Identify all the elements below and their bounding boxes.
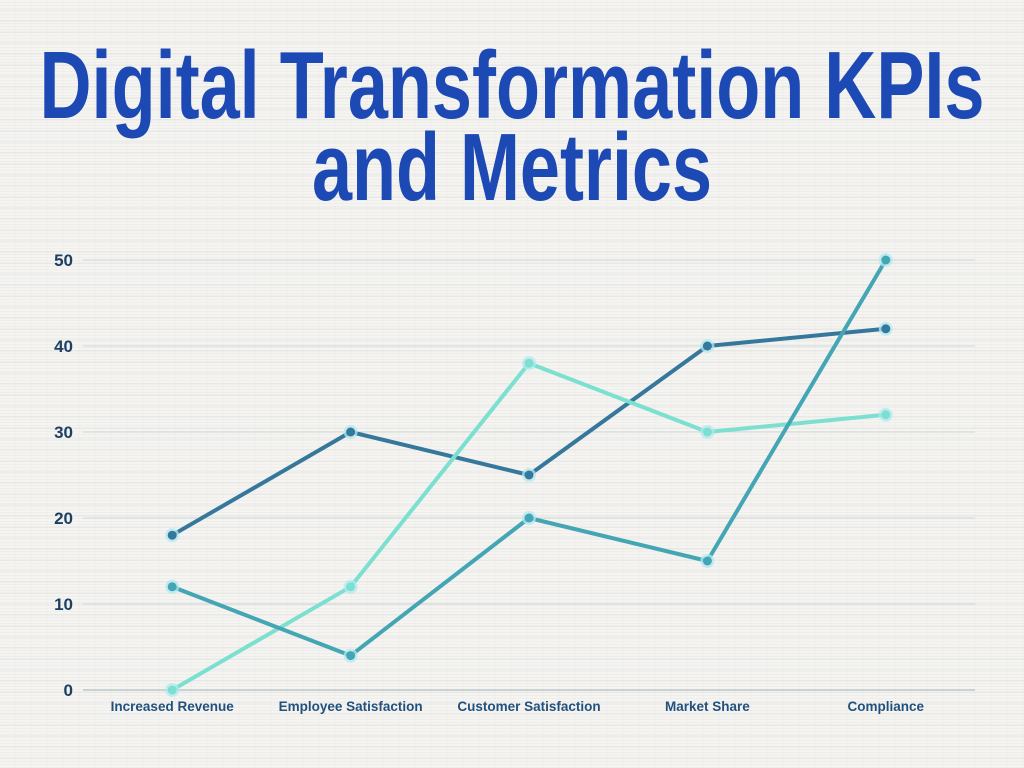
kpi-line-chart: 0 10 20 30 40 50 Increased Revenue Employee Sat… <box>37 238 987 738</box>
y-tick-label: 40 <box>54 337 73 356</box>
data-point-dark-blue-line <box>524 470 534 480</box>
data-point-dark-blue-line <box>167 530 177 540</box>
category-label: Compliance <box>848 699 925 714</box>
category-label: Customer Satisfaction <box>457 699 600 714</box>
data-point-mint-line <box>346 582 356 592</box>
category-label: Increased Revenue <box>111 699 235 714</box>
data-point-mint-line <box>167 685 177 695</box>
data-point-mint-line <box>524 358 534 368</box>
data-point-dark-blue-line <box>881 324 891 334</box>
category-label: Employee Satisfaction <box>279 699 423 714</box>
y-tick-label: 50 <box>54 251 73 270</box>
line-chart-canvas: 0 10 20 30 40 50 Increased Revenue Employee Sat… <box>54 251 975 714</box>
title-line-1: Digital Transformation KPIs <box>40 32 985 139</box>
series-teal-line <box>170 258 888 658</box>
y-tick-label: 30 <box>54 423 73 442</box>
data-point-teal-line <box>524 513 534 523</box>
y-tick-label: 0 <box>64 681 73 700</box>
data-point-mint-line <box>881 410 891 420</box>
data-point-dark-blue-line <box>702 341 712 351</box>
title-line-2: and Metrics <box>312 114 712 221</box>
data-point-teal-line <box>881 255 891 265</box>
series-mint-line <box>170 361 888 692</box>
data-point-teal-line <box>346 651 356 661</box>
data-point-teal-line <box>702 556 712 566</box>
data-point-mint-line <box>702 427 712 437</box>
category-label: Market Share <box>665 699 750 714</box>
chart-title: Digital Transformation KPIs and Metrics <box>40 32 985 221</box>
y-tick-label: 20 <box>54 509 73 528</box>
y-tick-label: 10 <box>54 595 73 614</box>
data-point-dark-blue-line <box>346 427 356 437</box>
data-point-teal-line <box>167 582 177 592</box>
